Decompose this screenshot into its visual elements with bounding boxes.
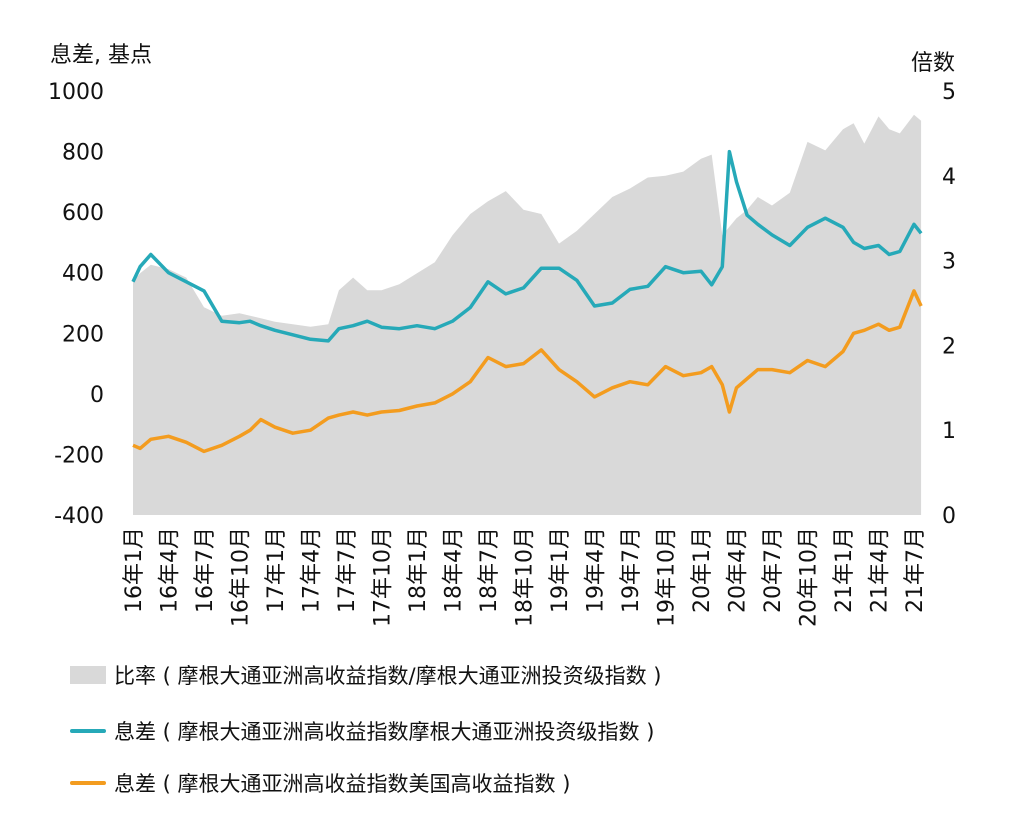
x-axis-ticks: 16年1月 16年4月 16年7月 16年10月 17年1月 17年4月 17年7月 17年1…	[122, 527, 928, 627]
right-tick-label: 0	[942, 504, 956, 529]
x-tick-label: 16年1月	[122, 527, 147, 613]
left-tick-label: -400	[54, 504, 104, 529]
left-tick-label: 400	[62, 262, 104, 287]
x-tick-label: 21年1月	[832, 527, 857, 613]
left-tick-label: 600	[62, 201, 104, 226]
x-tick-label: 16年10月	[229, 527, 254, 627]
x-tick-label: 20年1月	[690, 527, 715, 613]
x-tick-label: 18年7月	[477, 527, 502, 613]
left-tick-label: 200	[62, 322, 104, 347]
series-line-spread-us	[132, 289, 923, 454]
series-line-spread-ig	[131, 149, 923, 343]
x-tick-label: 20年10月	[797, 527, 822, 627]
x-tick-label: 21年4月	[868, 527, 893, 613]
ratio-area-layer	[133, 114, 922, 515]
x-tick-label: 21年7月	[903, 527, 928, 613]
x-tick-label: 17年10月	[371, 527, 396, 627]
x-tick-label: 19年1月	[548, 527, 573, 613]
left-axis-label: 息差, 基点	[50, 43, 152, 68]
left-tick-label: -200	[54, 443, 104, 468]
x-tick-label: 20年7月	[761, 527, 786, 613]
legend-item-spread-ig: 息差 ( 摩根大通亚洲高收益指数摩根大通亚洲投资级指数 )	[70, 716, 654, 746]
spread-lines-layer	[131, 149, 923, 454]
legend-swatch-ratio	[70, 666, 106, 684]
x-tick-label: 19年7月	[619, 527, 644, 613]
x-tick-label: 17年7月	[335, 527, 360, 613]
x-tick-label: 17年4月	[300, 527, 325, 613]
legend-item-ratio: 比率 ( 摩根大通亚洲高收益指数/摩根大通亚洲投资级指数 )	[70, 660, 662, 690]
legend-label-spread-us: 息差 ( 摩根大通亚洲高收益指数美国高收益指数 )	[114, 772, 571, 796]
right-tick-label: 1	[942, 419, 956, 444]
left-tick-label: 800	[62, 141, 104, 166]
right-axis-ticks: 5 4 3 2 1 0	[942, 80, 956, 529]
right-tick-label: 4	[942, 165, 956, 190]
legend-label-spread-ig: 息差 ( 摩根大通亚洲高收益指数摩根大通亚洲投资级指数 )	[114, 720, 655, 744]
x-tick-label: 19年4月	[584, 527, 609, 613]
right-tick-label: 3	[942, 250, 956, 275]
series-area-ratio	[133, 114, 922, 515]
legend-swatch-spread-ig	[70, 729, 106, 733]
right-axis-label: 倍数	[911, 51, 955, 76]
x-tick-label: 16年4月	[158, 527, 183, 613]
x-tick-label: 18年4月	[442, 527, 467, 613]
x-tick-label: 18年10月	[513, 527, 538, 627]
left-tick-label: 1000	[48, 80, 104, 105]
legend-swatch-spread-us	[70, 781, 106, 785]
x-tick-label: 17年1月	[264, 527, 289, 613]
x-tick-label: 19年10月	[655, 527, 680, 627]
legend-label-ratio: 比率 ( 摩根大通亚洲高收益指数/摩根大通亚洲投资级指数 )	[114, 664, 662, 688]
legend-item-spread-us: 息差 ( 摩根大通亚洲高收益指数美国高收益指数 )	[70, 768, 570, 798]
right-tick-label: 2	[942, 334, 956, 359]
right-tick-label: 5	[942, 80, 956, 105]
x-tick-label: 18年1月	[406, 527, 431, 613]
x-tick-label: 16年7月	[193, 527, 218, 613]
left-tick-label: 0	[90, 383, 104, 408]
x-tick-label: 20年4月	[726, 527, 751, 613]
left-axis-ticks: 1000 800 600 400 200 0 -200 -400	[48, 80, 104, 529]
